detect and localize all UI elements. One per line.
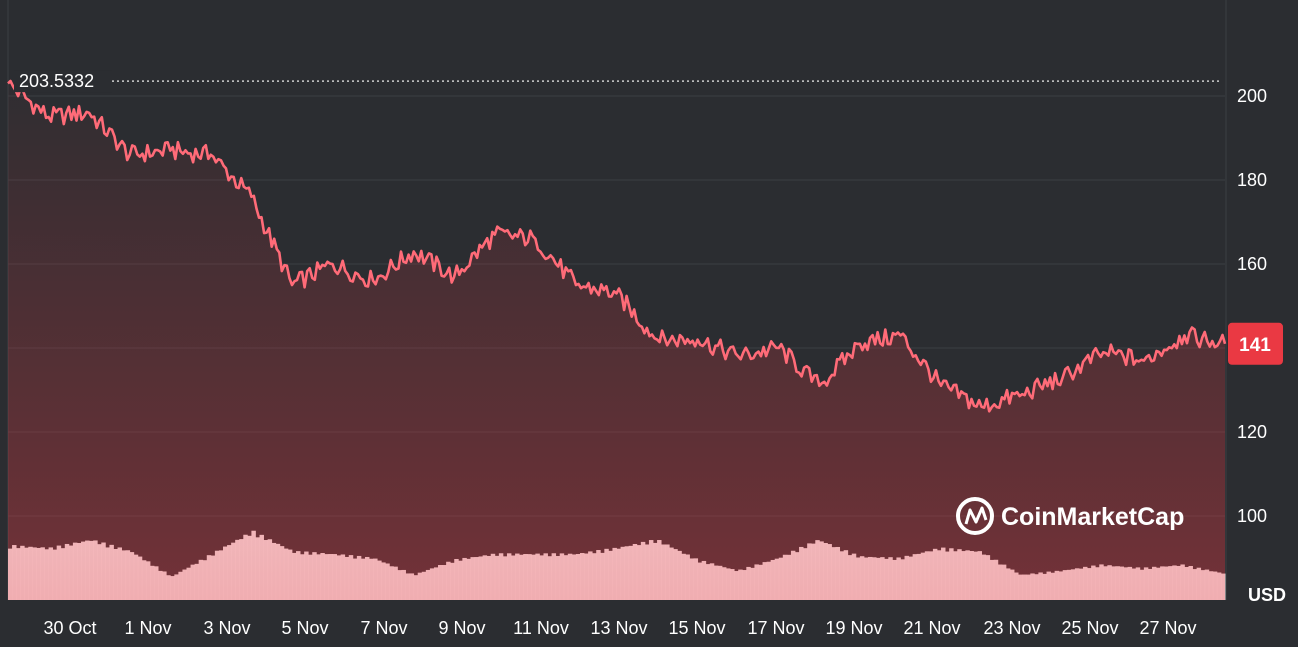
y-tick-label: 120 (1237, 422, 1267, 442)
x-tick-label: 30 Oct (43, 618, 96, 638)
x-tick-label: 27 Nov (1139, 618, 1196, 638)
x-tick-label: 19 Nov (825, 618, 882, 638)
x-tick-label: 7 Nov (360, 618, 407, 638)
x-tick-label: 21 Nov (903, 618, 960, 638)
price-line-layer (7, 79, 1227, 413)
current-price-label: 141 (1239, 335, 1271, 356)
y-tick-label: 180 (1237, 170, 1267, 190)
y-tick-label: 200 (1237, 86, 1267, 106)
x-tick-label: 15 Nov (668, 618, 725, 638)
x-tick-label: 5 Nov (281, 618, 328, 638)
x-tick-label: 9 Nov (438, 618, 485, 638)
reference-layer: 203.5332 (14, 70, 1222, 93)
x-tick-label: 11 Nov (513, 618, 569, 638)
y-tick-label: 100 (1237, 506, 1267, 526)
label-layer: 141 (1228, 322, 1283, 365)
price-area-fill (8, 81, 1225, 600)
x-tick-label: 1 Nov (124, 618, 171, 638)
x-tick-label: 17 Nov (747, 618, 804, 638)
y-tick-label: 160 (1237, 254, 1267, 274)
logo-text: CoinMarketCap (1001, 503, 1184, 531)
x-tick-label: 13 Nov (590, 618, 647, 638)
reference-label-bg (14, 70, 112, 93)
price-line (7, 79, 1227, 413)
x-tick-label: 25 Nov (1061, 618, 1118, 638)
x-tick-label: 3 Nov (203, 618, 250, 638)
x-tick-label: 23 Nov (983, 618, 1040, 638)
coinmarketcap-logo: CoinMarketCap (956, 497, 1184, 535)
reference-value-label: 203.5332 (19, 71, 94, 91)
price-area (8, 81, 1225, 600)
coinmarketcap-logo-icon (956, 497, 994, 535)
logo-icon-mark (964, 506, 988, 525)
currency-label: USD (1248, 585, 1286, 605)
current-price-badge (1228, 322, 1283, 365)
